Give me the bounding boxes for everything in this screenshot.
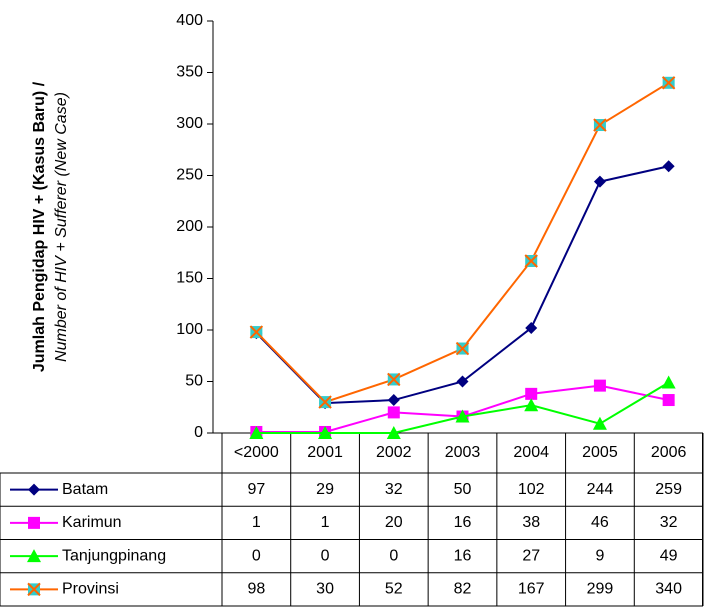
marker-x [661, 76, 676, 90]
marker [661, 76, 676, 90]
marker-x [249, 325, 264, 339]
table-cell: 102 [518, 481, 545, 498]
marker [662, 160, 675, 173]
marker [28, 516, 40, 529]
table-cell: 16 [454, 547, 472, 564]
table-cell: 32 [385, 481, 403, 498]
x-tick-label: <2000 [234, 444, 279, 461]
table-cell: 340 [655, 581, 682, 598]
table-cell: 9 [595, 547, 604, 564]
y-tick-label: 250 [176, 167, 203, 184]
series-line [256, 384, 669, 433]
marker [662, 394, 675, 407]
marker [387, 394, 400, 407]
x-tick-label: 2006 [651, 444, 687, 461]
marker [249, 426, 264, 439]
marker-x [318, 395, 332, 409]
marker [28, 483, 40, 496]
table-cell: 244 [587, 481, 614, 498]
table-cell: 38 [522, 514, 540, 531]
marker [524, 254, 538, 268]
table-cell: 50 [454, 481, 472, 498]
table-cell: 29 [316, 481, 334, 498]
marker-x [27, 582, 41, 597]
y-tick-label: 300 [176, 115, 203, 132]
marker-x [387, 372, 401, 387]
table-cell: 259 [655, 481, 682, 498]
marker [524, 398, 539, 412]
x-tick-label: 2005 [582, 444, 618, 461]
legend-label: Karimun [62, 514, 122, 531]
marker [593, 175, 606, 188]
table-cell: 30 [316, 581, 334, 598]
marker [455, 341, 470, 356]
marker [27, 549, 41, 563]
marker [387, 372, 401, 387]
marker [592, 416, 607, 430]
y-tick-label: 100 [176, 321, 203, 338]
series-line [256, 381, 670, 434]
table-cell: 49 [660, 547, 678, 564]
x-tick-label: 2002 [376, 444, 412, 461]
marker [525, 321, 538, 334]
table-cell: 16 [454, 514, 472, 531]
y-tick-label: 50 [185, 373, 203, 390]
marker [387, 406, 400, 419]
y-tick-label: 150 [176, 270, 203, 287]
marker [249, 325, 264, 339]
table-cell: 82 [454, 581, 472, 598]
marker [456, 375, 469, 388]
table-cell: 27 [522, 547, 540, 564]
marker [386, 426, 401, 439]
marker [525, 387, 538, 400]
table-cell: 32 [660, 514, 678, 531]
table-cell: 0 [389, 547, 398, 564]
marker [455, 409, 470, 423]
legend-label: Provinsi [62, 581, 119, 598]
table-cell: 98 [247, 581, 265, 598]
y-label-sub: Number of HIV + Sufferer (New Case) [53, 92, 70, 362]
table-cell: 97 [247, 481, 265, 498]
series-line [255, 165, 669, 405]
marker [318, 395, 332, 409]
legend-label: Tanjungpinang [62, 547, 166, 564]
y-tick-label: 350 [176, 64, 203, 81]
table-cell: 0 [252, 547, 261, 564]
x-tick-label: 2003 [445, 444, 481, 461]
marker [593, 379, 606, 392]
marker-x [455, 341, 470, 356]
marker [593, 118, 607, 132]
x-tick-label: 2004 [513, 444, 549, 461]
table-cell: 299 [587, 581, 614, 598]
marker-x [593, 118, 607, 132]
y-axis-title: Jumlah Pengidap HIV + (Kasus Baru) / Num… [31, 81, 70, 372]
y-tick-label: 400 [176, 12, 203, 29]
table-cell: 52 [385, 581, 403, 598]
table-cell: 1 [252, 514, 261, 531]
y-tick-label: 0 [194, 424, 203, 441]
marker [318, 426, 333, 439]
table-cell: 46 [591, 514, 609, 531]
table-cell: 20 [385, 514, 403, 531]
legend-label: Batam [62, 481, 108, 498]
marker [661, 375, 676, 389]
marker-x [524, 254, 538, 268]
marker [27, 582, 41, 597]
y-tick-label: 200 [176, 218, 203, 235]
table-cell: 167 [518, 581, 545, 598]
table-cell: 0 [321, 547, 330, 564]
table-cell: 1 [321, 514, 330, 531]
y-label: Jumlah Pengidap HIV + (Kasus Baru) / [31, 81, 48, 372]
x-tick-label: 2001 [307, 444, 343, 461]
